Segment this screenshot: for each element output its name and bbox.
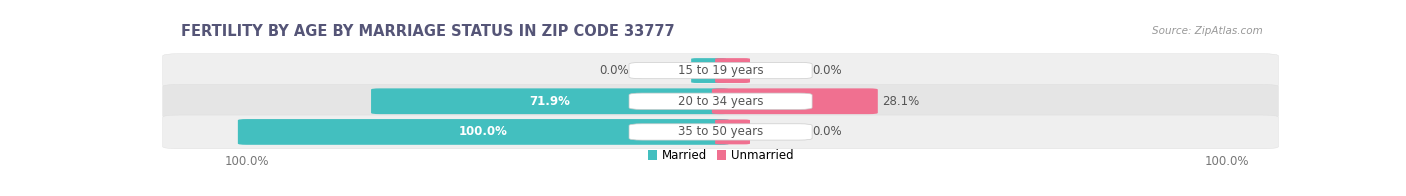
Text: 100.0%: 100.0% [460,125,508,138]
Text: FERTILITY BY AGE BY MARRIAGE STATUS IN ZIP CODE 33777: FERTILITY BY AGE BY MARRIAGE STATUS IN Z… [181,24,675,39]
Text: 100.0%: 100.0% [225,155,269,168]
FancyBboxPatch shape [628,62,813,79]
FancyBboxPatch shape [711,88,877,114]
Text: 71.9%: 71.9% [530,95,571,108]
FancyBboxPatch shape [163,84,1278,118]
FancyBboxPatch shape [692,58,725,83]
Text: 0.0%: 0.0% [813,125,842,138]
FancyBboxPatch shape [163,115,1278,149]
Text: 28.1%: 28.1% [882,95,920,108]
FancyBboxPatch shape [163,54,1278,87]
FancyBboxPatch shape [716,58,749,83]
FancyBboxPatch shape [628,124,813,140]
FancyBboxPatch shape [628,93,813,109]
Text: 15 to 19 years: 15 to 19 years [678,64,763,77]
Text: 35 to 50 years: 35 to 50 years [678,125,763,138]
Text: 0.0%: 0.0% [813,64,842,77]
FancyBboxPatch shape [238,119,730,145]
FancyBboxPatch shape [371,88,730,114]
FancyBboxPatch shape [716,120,749,144]
Text: 20 to 34 years: 20 to 34 years [678,95,763,108]
Text: 100.0%: 100.0% [1205,155,1250,168]
Text: Source: ZipAtlas.com: Source: ZipAtlas.com [1153,26,1263,36]
Legend: Married, Unmarried: Married, Unmarried [643,145,799,167]
Text: 0.0%: 0.0% [599,64,628,77]
